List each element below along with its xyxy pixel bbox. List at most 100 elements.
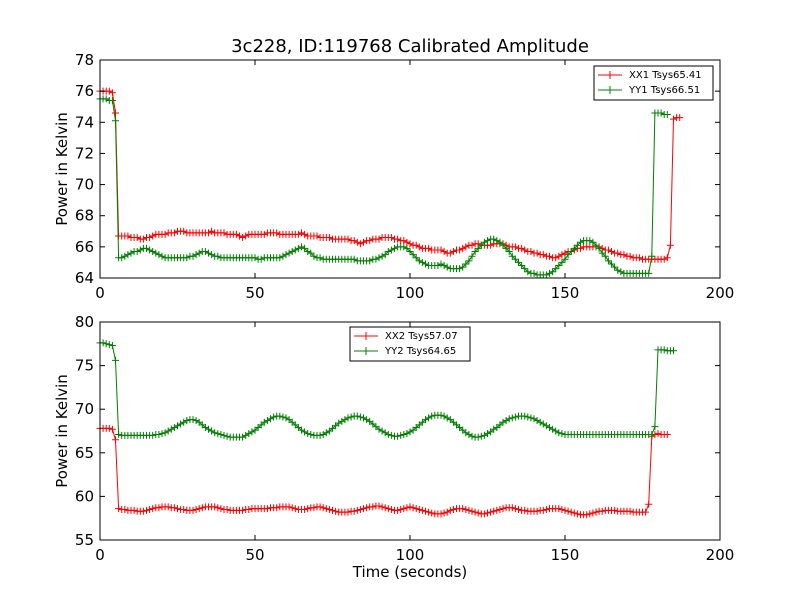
top-series-xx1-point — [394, 235, 402, 243]
bottom-series-xx2-point — [626, 507, 634, 515]
bottom-series-xx2-point — [344, 508, 352, 516]
bottom-series-yy2-point — [555, 429, 563, 437]
top-series-yy1-point — [611, 263, 619, 271]
bottom-series-yy2-point — [530, 415, 538, 423]
top-series-yy1-point — [515, 258, 522, 266]
bottom-series-yy2-point — [425, 414, 433, 422]
top-series-xx1-point — [375, 235, 383, 243]
top-series-xx1-point — [105, 87, 113, 95]
bottom-series-yy2-point — [440, 412, 448, 420]
top-x-tick-label: 200 — [706, 284, 735, 302]
top-series-yy1-point — [546, 269, 553, 277]
bottom-series-yy2-point — [542, 422, 550, 430]
bottom-series-xx2-point — [192, 505, 200, 513]
top-series-xx1-point — [626, 252, 634, 260]
top-series-xx1-point — [604, 246, 612, 254]
top-series-yy1-point — [276, 254, 284, 262]
bottom-legend-box — [349, 326, 471, 362]
bottom-series-xx2-point — [558, 505, 566, 513]
top-series-xx1-point — [487, 241, 495, 249]
top-series-xx1-point — [558, 251, 566, 259]
top-series-yy1-point — [251, 254, 259, 262]
bottom-series-yy2-point — [208, 427, 216, 435]
top-series-xx1-point — [561, 249, 569, 257]
bottom-series-xx2-point — [378, 503, 386, 511]
top-series-yy1-point — [586, 237, 594, 245]
top-series-yy1-point — [437, 260, 445, 268]
bottom-series-xx2-point — [384, 505, 392, 513]
top-series-xx1-point — [400, 237, 408, 245]
top-series-xx1-point — [552, 254, 560, 262]
top-series-yy1-point — [465, 257, 473, 265]
bottom-series-yy2-point — [115, 430, 123, 438]
top-series-yy1-point — [189, 252, 197, 260]
bottom-series-yy2-point — [205, 425, 212, 433]
top-series-yy1-point — [617, 268, 625, 276]
bottom-series-xx2-point — [170, 504, 178, 512]
top-series-yy1-point — [124, 251, 132, 259]
bottom-series-yy2-point — [462, 429, 470, 437]
bottom-series-xx2-point — [195, 505, 203, 513]
top-series-yy1-point — [499, 241, 507, 249]
top-y-tick-label: 64 — [75, 269, 94, 287]
bottom-series-yy2-point — [105, 341, 113, 349]
top-series-xx1-point — [356, 240, 364, 248]
top-series-yy1-point — [505, 248, 513, 256]
top-series-xx1-point — [149, 232, 157, 240]
bottom-series-xx2-point — [400, 505, 408, 513]
bottom-series-yy2-point — [558, 430, 566, 438]
top-series-yy1-point — [208, 251, 216, 259]
bottom-series-yy2-point — [177, 420, 185, 428]
top-series-xx1-point — [614, 249, 622, 257]
top-series-yy1-point — [657, 109, 665, 117]
bottom-series-yy2-point — [189, 416, 197, 424]
top-series-yy1-point — [316, 254, 324, 262]
bottom-series-xx2-point — [375, 502, 383, 510]
axes-bottom: 0 50 100 150 200 55 60 65 70 75 80 Power in Kelvin… — [53, 313, 734, 581]
top-series-yy1-point — [589, 238, 597, 246]
top-series-yy1-point — [595, 244, 603, 252]
top-series-yy1-point — [440, 262, 448, 270]
bottom-series-xx2-point — [663, 430, 671, 438]
bottom-series-yy2-point — [270, 413, 278, 421]
bottom-series-yy2-point — [468, 432, 476, 440]
bottom-series-xx2-point — [239, 506, 247, 514]
bottom-series-xx2-point — [332, 507, 340, 515]
bottom-series-xx2-point — [353, 506, 361, 514]
bottom-series-xx2-point — [480, 510, 488, 518]
bottom-series-xx2-point — [288, 504, 296, 512]
top-series-yy1-point — [418, 258, 426, 266]
top-series-xx1-point — [387, 234, 395, 242]
bottom-legend-marker-xx2 — [362, 332, 370, 340]
top-series-yy1-point — [555, 262, 563, 270]
top-legend-label-yy1: YY1 Tsys66.51 — [628, 85, 700, 96]
top-y-tick-label: 78 — [75, 51, 94, 69]
top-series-xx1-point — [146, 234, 154, 242]
bottom-series-xx2-point — [539, 506, 547, 514]
bottom-series-xx2-point — [149, 505, 157, 513]
top-series-xx1-point — [403, 238, 411, 246]
top-series-xx1-point — [440, 248, 448, 256]
bottom-x-tick-label: 150 — [551, 546, 580, 564]
bottom-series-yy2-point — [223, 432, 231, 440]
bottom-series-yy2-point — [180, 418, 188, 426]
bottom-series-yy2-point — [660, 346, 668, 354]
bottom-series-layer — [97, 339, 677, 519]
top-series-yy1-point — [474, 244, 482, 252]
bottom-series-xx2-point — [422, 507, 429, 515]
bottom-series-xx2-point — [533, 507, 541, 515]
bottom-series-yy2-point — [539, 420, 547, 428]
bottom-series-xx2-point — [468, 507, 476, 515]
top-series-xx1-point — [635, 254, 643, 262]
bottom-series-xx2-point — [459, 505, 467, 513]
bottom-x-tick-label: 50 — [245, 546, 264, 564]
top-series-yy1-point — [298, 243, 305, 251]
top-series-yy1-point — [375, 254, 383, 262]
bottom-series-xx2-point — [217, 505, 225, 513]
bottom-series-yy2-point — [276, 412, 284, 420]
bottom-series-yy2-point — [363, 416, 371, 424]
bottom-series-xx2-point — [291, 505, 299, 513]
top-series-yy1-point — [493, 237, 501, 245]
top-series-yy1-point — [648, 252, 656, 260]
top-series-yy1-point — [468, 252, 476, 260]
